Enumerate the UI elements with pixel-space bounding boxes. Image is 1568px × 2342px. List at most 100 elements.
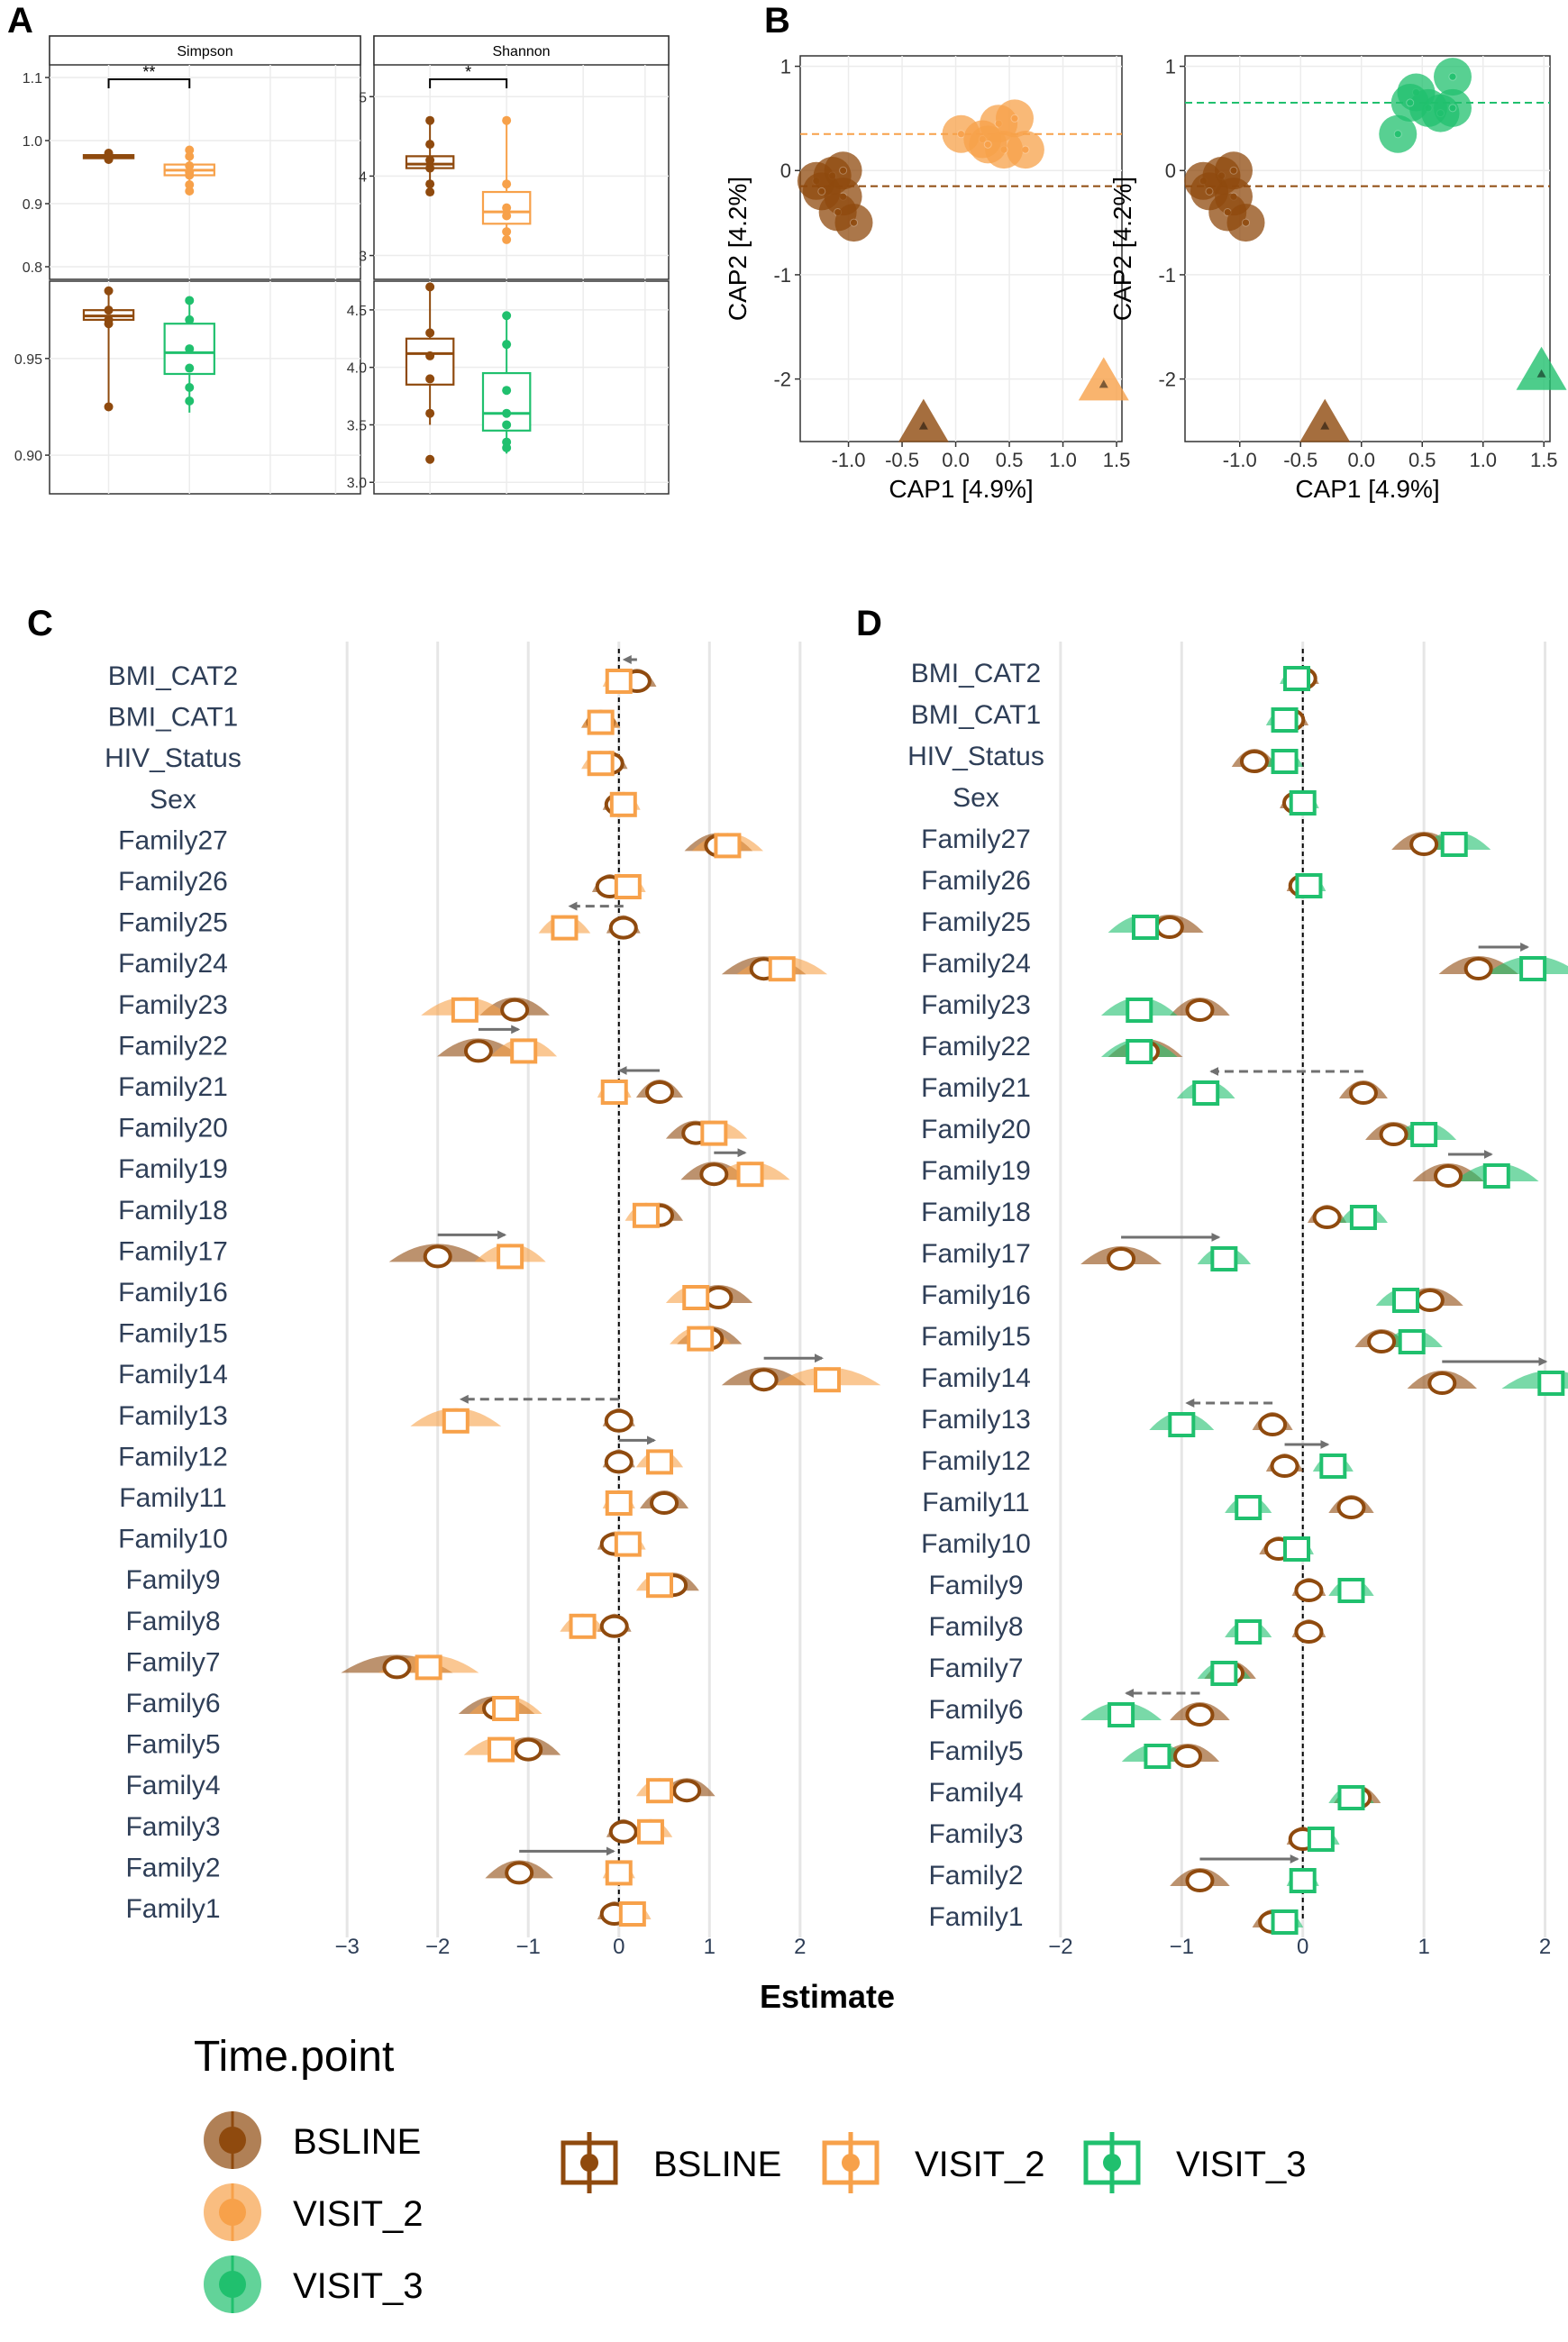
row-label: Family20: [118, 1114, 228, 1144]
significance-label: *: [465, 63, 471, 81]
row-label: Family18: [921, 1198, 1031, 1227]
estimate-marker-visit_2: [646, 1778, 674, 1804]
estimate-marker-bsline: [1409, 833, 1439, 856]
estimate-marker-visit_2: [636, 1818, 664, 1845]
estimate-marker-bsline: [1294, 1620, 1324, 1644]
x-tick-label: -0.5: [1283, 449, 1317, 471]
estimate-marker-bsline: [1312, 1206, 1342, 1229]
panel-letter-c: C: [27, 604, 53, 643]
row-label: BMI_CAT1: [911, 700, 1041, 730]
estimate-marker-bsline: [645, 1080, 675, 1104]
centroid-marker: [918, 421, 928, 430]
estimate-marker-visit_2: [451, 997, 479, 1023]
estimate-marker-bsline: [514, 1737, 543, 1762]
x-tick-label: -1.0: [832, 449, 866, 471]
x-tick-label: 0.5: [996, 449, 1024, 471]
row-label: BMI_CAT2: [108, 661, 238, 691]
box-point: [185, 344, 195, 354]
estimate-marker-visit_3: [1168, 1412, 1196, 1437]
row-label: Family18: [118, 1196, 228, 1226]
y-tick-label: -1: [773, 264, 791, 287]
row-label: Family25: [118, 908, 228, 938]
x-axis-title: CAP1 [4.9%]: [1295, 475, 1439, 503]
x-tick-label: −3: [334, 1935, 359, 1959]
estimate-marker-visit_3: [1210, 1246, 1238, 1271]
sample-point-center: [1010, 114, 1019, 123]
estimate-marker-visit_3: [1192, 1080, 1220, 1106]
estimate-marker-visit_3: [1235, 1495, 1263, 1520]
row-label: HIV_Status: [907, 742, 1044, 771]
panel-a-boxplots: Simpson 0.8 0.9 1.0 1.1 ** Shannon 3 4 5 * 0.90 0.95…: [14, 35, 670, 495]
row-label: Family11: [922, 1488, 1029, 1517]
estimate-marker-visit_2: [497, 1244, 524, 1270]
row-label: Family5: [125, 1730, 220, 1760]
estimate-marker-visit_2: [510, 1038, 538, 1064]
row-label: Family9: [125, 1565, 220, 1595]
estimate-marker-visit_2: [614, 1531, 642, 1557]
y-tick-label: -2: [1158, 369, 1176, 391]
sample-point-center: [817, 187, 826, 196]
row-label: Family2: [928, 1861, 1023, 1891]
y-tick-label: 3.5: [347, 418, 367, 433]
x-tick-label: 1: [704, 1935, 716, 1959]
x-tick-label: 0: [613, 1935, 624, 1959]
row-label: Family26: [118, 867, 228, 897]
row-label: Family2: [125, 1853, 220, 1882]
significance-bracket: [429, 78, 508, 88]
estimate-marker-visit_3: [1126, 998, 1153, 1023]
estimate-marker-visit_2: [587, 709, 615, 735]
estimate-marker-bsline: [382, 1655, 412, 1680]
box-point: [425, 140, 435, 150]
y-tick-label: 4.0: [347, 361, 367, 377]
row-label: Family7: [125, 1647, 220, 1677]
estimate-marker-visit_3: [1271, 707, 1299, 733]
estimate-marker-bsline: [604, 1408, 634, 1433]
row-label: Family16: [118, 1278, 228, 1308]
estimate-marker-visit_2: [632, 1202, 660, 1228]
estimate-marker-visit_3: [1307, 1827, 1335, 1852]
box-point: [502, 311, 512, 321]
x-tick-label: -1.0: [1223, 449, 1257, 471]
box-point: [502, 420, 512, 430]
y-tick-label: 0.9: [23, 197, 42, 213]
row-label: Family24: [118, 949, 228, 979]
estimate-marker-bsline: [1379, 1123, 1408, 1146]
estimate-marker-visit_3: [1519, 956, 1547, 981]
box-point: [502, 115, 512, 125]
sample-point-center: [1229, 166, 1238, 175]
estimate-marker-visit_2: [646, 1572, 674, 1599]
estimate-marker-visit_2: [415, 1654, 442, 1681]
row-label: Family27: [118, 825, 228, 855]
sample-point-center: [1242, 218, 1250, 227]
estimate-marker-bsline: [1336, 1496, 1366, 1519]
estimate-marker-visit_3: [1440, 832, 1468, 857]
row-label: Family12: [921, 1446, 1031, 1476]
estimate-marker-bsline: [1294, 1579, 1324, 1602]
row-label: Family15: [921, 1322, 1031, 1352]
row-label: Family1: [928, 1902, 1023, 1932]
y-tick-label: 3: [359, 250, 367, 265]
x-axis-title: CAP1 [4.9%]: [889, 475, 1033, 503]
panel-letter-b: B: [764, 1, 790, 41]
sample-point-center: [1406, 98, 1415, 107]
significance-bracket: [107, 78, 191, 88]
row-label: Family3: [928, 1819, 1023, 1849]
y-tick-label: 1.1: [23, 71, 42, 87]
box-point: [185, 180, 195, 189]
significance-label: **: [142, 63, 155, 81]
estimate-marker-visit_3: [1289, 790, 1317, 816]
legend: Time.point BSLINE VISIT_2 VISIT_3 BSLINE VIS…: [194, 2033, 1307, 2313]
estimate-marker-visit_3: [1289, 1868, 1317, 1893]
x-tick-label: 0.0: [942, 449, 970, 471]
y-tick-label: 0.8: [23, 260, 42, 276]
box-point: [502, 234, 512, 244]
row-label: Family14: [118, 1360, 228, 1390]
estimate-marker-visit_2: [492, 1696, 520, 1721]
x-tick-label: 0.0: [1347, 449, 1375, 471]
estimate-marker-visit_3: [1295, 873, 1323, 898]
box-point: [185, 161, 195, 170]
estimate-marker-visit_2: [614, 874, 642, 899]
estimate-marker-bsline: [505, 1861, 534, 1885]
y-tick-label: 3.0: [347, 476, 367, 491]
